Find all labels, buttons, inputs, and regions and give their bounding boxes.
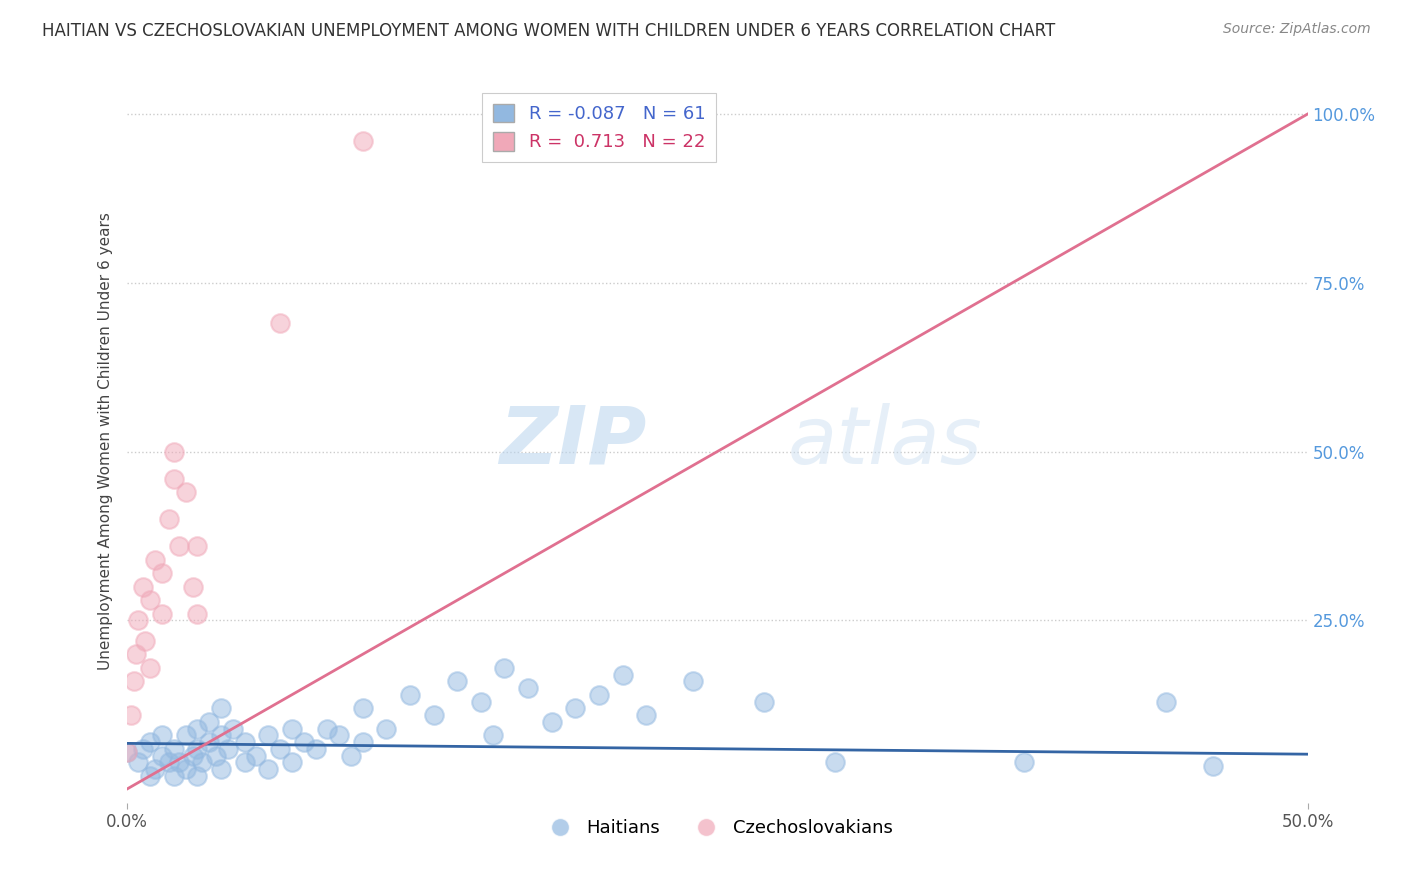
Text: HAITIAN VS CZECHOSLOVAKIAN UNEMPLOYMENT AMONG WOMEN WITH CHILDREN UNDER 6 YEARS : HAITIAN VS CZECHOSLOVAKIAN UNEMPLOYMENT …: [42, 22, 1056, 40]
Point: [292, 735, 315, 749]
Point: [494, 661, 516, 675]
Point: [186, 722, 208, 736]
Point: [174, 762, 197, 776]
Point: [481, 728, 503, 742]
Point: [167, 539, 190, 553]
Point: [134, 633, 156, 648]
Legend: Haitians, Czechoslovakians: Haitians, Czechoslovakians: [534, 812, 900, 845]
Point: [217, 741, 239, 756]
Point: [150, 728, 173, 742]
Point: [115, 745, 138, 759]
Point: [157, 756, 180, 770]
Point: [115, 745, 138, 759]
Point: [209, 728, 232, 742]
Point: [163, 769, 186, 783]
Point: [143, 762, 166, 776]
Point: [198, 714, 221, 729]
Point: [1202, 758, 1225, 772]
Point: [163, 741, 186, 756]
Point: [139, 769, 162, 783]
Point: [1154, 694, 1177, 708]
Point: [186, 741, 208, 756]
Point: [304, 741, 326, 756]
Point: [132, 741, 155, 756]
Point: [257, 728, 280, 742]
Point: [125, 647, 148, 661]
Point: [209, 701, 232, 715]
Point: [209, 762, 232, 776]
Point: [352, 735, 374, 749]
Point: [281, 756, 304, 770]
Point: [1012, 756, 1035, 770]
Point: [612, 667, 634, 681]
Point: [636, 708, 658, 723]
Point: [163, 472, 186, 486]
Point: [375, 722, 398, 736]
Point: [174, 728, 197, 742]
Point: [174, 485, 197, 500]
Point: [150, 748, 173, 763]
Point: [257, 762, 280, 776]
Point: [198, 735, 221, 749]
Point: [517, 681, 540, 695]
Point: [167, 756, 190, 770]
Point: [150, 607, 173, 621]
Point: [316, 722, 339, 736]
Point: [399, 688, 422, 702]
Point: [446, 674, 468, 689]
Point: [233, 735, 256, 749]
Point: [181, 748, 204, 763]
Point: [588, 688, 610, 702]
Point: [127, 756, 149, 770]
Point: [186, 607, 208, 621]
Point: [245, 748, 267, 763]
Point: [139, 593, 162, 607]
Point: [205, 748, 228, 763]
Point: [340, 748, 363, 763]
Point: [122, 674, 145, 689]
Point: [150, 566, 173, 581]
Text: Source: ZipAtlas.com: Source: ZipAtlas.com: [1223, 22, 1371, 37]
Point: [269, 317, 291, 331]
Point: [422, 708, 444, 723]
Point: [191, 756, 214, 770]
Point: [222, 722, 245, 736]
Point: [163, 444, 186, 458]
Point: [127, 614, 149, 628]
Point: [328, 728, 350, 742]
Point: [157, 512, 180, 526]
Point: [540, 714, 562, 729]
Text: ZIP: ZIP: [499, 402, 647, 481]
Point: [281, 722, 304, 736]
Text: atlas: atlas: [787, 402, 983, 481]
Point: [233, 756, 256, 770]
Point: [132, 580, 155, 594]
Point: [352, 701, 374, 715]
Point: [181, 580, 204, 594]
Point: [269, 741, 291, 756]
Point: [139, 661, 162, 675]
Y-axis label: Unemployment Among Women with Children Under 6 years: Unemployment Among Women with Children U…: [97, 212, 112, 671]
Point: [824, 756, 846, 770]
Point: [120, 708, 142, 723]
Point: [139, 735, 162, 749]
Point: [186, 769, 208, 783]
Point: [470, 694, 492, 708]
Point: [186, 539, 208, 553]
Point: [754, 694, 776, 708]
Point: [352, 134, 374, 148]
Point: [564, 701, 586, 715]
Point: [143, 552, 166, 566]
Point: [682, 674, 704, 689]
